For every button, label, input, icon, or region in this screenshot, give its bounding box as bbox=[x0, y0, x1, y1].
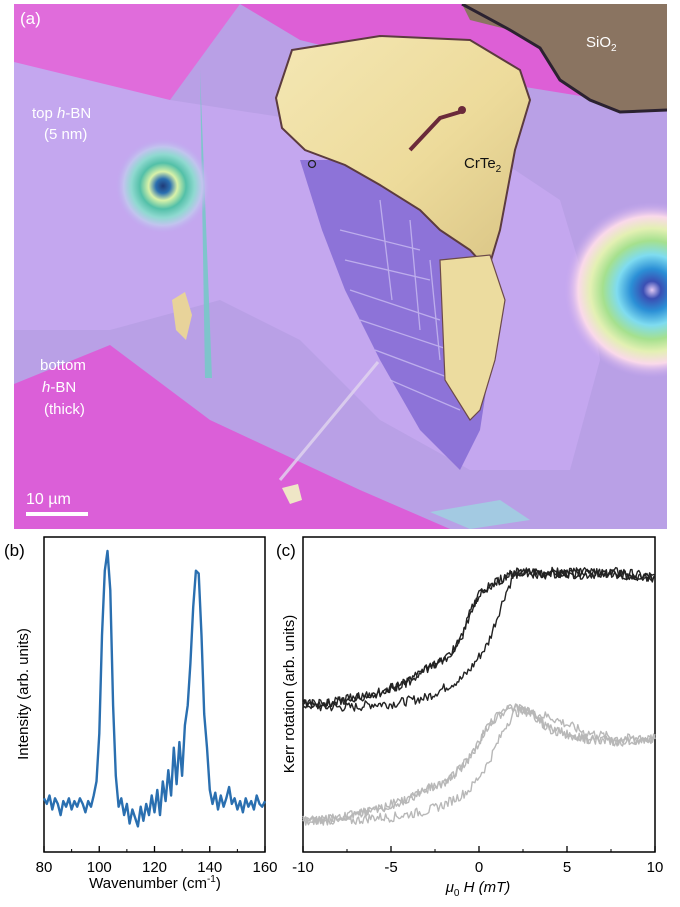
flake-defect bbox=[408, 110, 461, 152]
bottom-hbn-line3: (thick) bbox=[44, 401, 85, 418]
kerr-plot-frame bbox=[302, 536, 656, 853]
small-flake-bottom bbox=[282, 484, 302, 504]
crte2-flake bbox=[274, 34, 532, 272]
panel-c-label: (c) bbox=[276, 541, 296, 560]
crack-lines bbox=[339, 199, 461, 411]
kerr-loop-dark-branch_up bbox=[302, 566, 656, 712]
raman-x-tick-label: 80 bbox=[36, 859, 53, 876]
kerr-x-ticks: -10 -5 0 5 10 bbox=[292, 846, 663, 876]
kerr-loops bbox=[302, 566, 656, 826]
scratch-line bbox=[278, 361, 380, 481]
bottom-debris bbox=[430, 500, 530, 529]
raman-x-ticks: 80 100 120 140 160 bbox=[36, 846, 278, 876]
kerr-x-axis-label: μ0 H (mT) bbox=[445, 879, 511, 899]
upper-left-pink-region bbox=[14, 4, 240, 100]
top-hbn-label: top h-BN bbox=[32, 105, 91, 122]
raman-panel: 80 100 120 140 160 (b) Intensity (arb. units… bbox=[4, 536, 278, 892]
bottom-hbn-line2: h-BN bbox=[42, 379, 76, 396]
kerr-x-tick-label: -5 bbox=[384, 859, 397, 876]
kerr-loop-light-branch_down bbox=[302, 704, 656, 826]
scale-bar bbox=[26, 512, 88, 516]
bubble-left bbox=[115, 138, 211, 234]
top-hbn-thickness: (5 nm) bbox=[44, 126, 87, 143]
kerr-loop-light-branch_up bbox=[302, 705, 656, 826]
raman-spectrum-line bbox=[42, 549, 267, 828]
bubble-right bbox=[564, 202, 667, 378]
crte2-fragment bbox=[439, 254, 506, 421]
kerr-x-tick-label: 10 bbox=[647, 859, 664, 876]
crte2-label: CrTe2 bbox=[464, 155, 502, 175]
raman-x-tick-label: 120 bbox=[142, 859, 167, 876]
sio2-label: SiO2 bbox=[586, 34, 617, 54]
micrograph-panel bbox=[14, 4, 667, 529]
raman-x-tick-label: 100 bbox=[87, 859, 112, 876]
sio2-edge bbox=[461, 4, 667, 114]
kerr-loop-dark-branch_down bbox=[302, 567, 656, 710]
raman-x-tick-label: 160 bbox=[252, 859, 277, 876]
lower-pink-region bbox=[14, 345, 450, 529]
scale-bar-label: 10 µm bbox=[26, 491, 71, 508]
kerr-loop-light-branch_down bbox=[302, 703, 656, 826]
kerr-x-tick-label: -10 bbox=[292, 859, 314, 876]
kerr-y-axis-label: Kerr rotation (arb. units) bbox=[281, 615, 298, 773]
panel-b-label: (b) bbox=[4, 541, 25, 560]
kerr-loop-dark-branch_down bbox=[302, 567, 656, 709]
kerr-x-tick-label: 0 bbox=[475, 859, 483, 876]
laser-spot-marker bbox=[307, 159, 317, 169]
raman-y-axis-label: Intensity (arb. units) bbox=[15, 628, 32, 760]
panel-a-label: (a) bbox=[20, 9, 41, 28]
raman-x-axis-label: Wavenumber (cm-1) bbox=[89, 874, 221, 892]
kerr-panel: -10 -5 0 5 10 (c) Kerr rotation (arb. units)… bbox=[276, 536, 663, 899]
bottom-hbn-line1: bottom bbox=[40, 357, 86, 374]
small-flake-left bbox=[172, 292, 192, 340]
kerr-x-tick-label: 5 bbox=[563, 859, 571, 876]
fiber-streak bbox=[200, 70, 212, 378]
raman-x-tick-label: 140 bbox=[197, 859, 222, 876]
flake-defect-dot bbox=[458, 106, 466, 114]
